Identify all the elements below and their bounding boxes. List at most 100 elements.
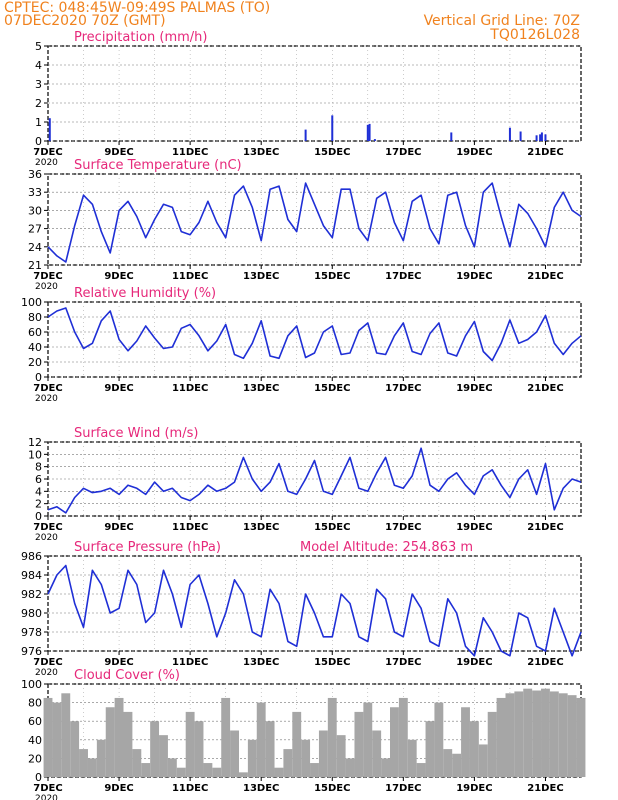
precipitation-bar bbox=[539, 134, 542, 141]
cloud-cover-bar bbox=[185, 711, 195, 777]
humidity-ytick-label: 20 bbox=[28, 356, 42, 369]
precipitation-frame bbox=[47, 45, 582, 142]
temperature-xtick-label: 15DEC bbox=[314, 271, 350, 282]
header-code: TQ0126L028 bbox=[490, 27, 580, 43]
pressure-frame bbox=[47, 555, 582, 652]
cloud-cover-bar bbox=[52, 702, 62, 777]
cloud-cover-bar bbox=[514, 691, 524, 777]
cloud-cover-xtick-label: 17DEC bbox=[385, 783, 421, 794]
precipitation-ytick-label: 3 bbox=[35, 78, 42, 91]
pressure-xtick-label: 13DEC bbox=[243, 657, 279, 668]
cloud-cover-xtick-label: 11DEC bbox=[172, 783, 208, 794]
cloud-cover-year-label: 2020 bbox=[35, 794, 58, 800]
pressure-ytick-label: 980 bbox=[21, 607, 42, 620]
temperature-xtick-label: 17DEC bbox=[385, 271, 421, 282]
precipitation-bar bbox=[519, 131, 522, 141]
cloud-cover-bar bbox=[354, 711, 364, 777]
precipitation-bar bbox=[48, 118, 51, 141]
pressure-xtick-label: 17DEC bbox=[385, 657, 421, 668]
wind-ytick-label: 6 bbox=[35, 473, 42, 486]
wind-xtick-label: 7DEC bbox=[33, 522, 62, 533]
humidity-xtick-label: 21DEC bbox=[527, 383, 563, 394]
cloud-cover-bar bbox=[247, 739, 257, 777]
precipitation-ytick-label: 0 bbox=[35, 135, 42, 148]
cloud-cover-bar bbox=[256, 702, 266, 777]
temperature-ytick-label: 33 bbox=[28, 186, 42, 199]
header-station: CPTEC: 048:45W-09:49S PALMAS (TO) bbox=[4, 0, 271, 16]
cloud-cover-bar bbox=[238, 772, 248, 777]
cloud-cover-bar bbox=[567, 695, 577, 777]
cloud-cover-bar bbox=[434, 702, 444, 777]
humidity-frame bbox=[47, 301, 582, 378]
cloud-cover-bar bbox=[79, 749, 88, 777]
wind-xtick-label: 11DEC bbox=[172, 522, 208, 533]
precipitation-xtick-label: 7DEC bbox=[33, 147, 62, 158]
cloud-cover-bar bbox=[43, 697, 53, 777]
cloud-cover-bar bbox=[496, 697, 506, 777]
cloud-cover-ytick-label: 80 bbox=[28, 697, 42, 710]
cloud-cover-bar bbox=[141, 763, 151, 777]
cloud-cover-bar bbox=[478, 744, 488, 777]
cloud-cover-bar bbox=[292, 711, 302, 777]
humidity-ytick-label: 60 bbox=[28, 326, 42, 339]
precipitation-year-label: 2020 bbox=[35, 158, 58, 168]
cloud-cover-bar bbox=[336, 735, 346, 777]
precipitation-xtick-label: 15DEC bbox=[314, 147, 350, 158]
cloud-cover-bar bbox=[283, 749, 293, 777]
cloud-cover-bar bbox=[425, 721, 435, 777]
pressure-xtick-label: 15DEC bbox=[314, 657, 350, 668]
humidity-xtick-label: 9DEC bbox=[104, 383, 133, 394]
cloud-cover-bar bbox=[398, 697, 408, 777]
cloud-cover-bar bbox=[443, 749, 453, 777]
precipitation-xtick-label: 9DEC bbox=[104, 147, 133, 158]
temperature-xtick-label: 21DEC bbox=[527, 271, 563, 282]
precipitation-bar bbox=[368, 123, 371, 141]
cloud-cover-bar bbox=[230, 730, 239, 777]
wind-title: Surface Wind (m/s) bbox=[74, 426, 198, 441]
humidity-xtick-label: 17DEC bbox=[385, 383, 421, 394]
cloud-cover-ytick-label: 60 bbox=[28, 715, 42, 728]
cloud-cover-bar bbox=[452, 753, 462, 777]
pressure-xtick-label: 7DEC bbox=[33, 657, 62, 668]
precipitation-bar bbox=[304, 129, 307, 141]
precipitation-bar bbox=[508, 127, 511, 141]
cloud-cover-bar bbox=[61, 693, 71, 777]
cloud-cover-bar bbox=[469, 721, 479, 777]
cloud-cover-bar bbox=[416, 763, 426, 777]
temperature-series-line bbox=[47, 182, 582, 263]
cloud-cover-bar bbox=[318, 730, 328, 777]
cloud-cover-bar bbox=[301, 739, 311, 777]
cloud-cover-bar bbox=[87, 758, 97, 777]
cloud-cover-bar bbox=[105, 707, 115, 777]
wind-xtick-label: 9DEC bbox=[104, 522, 133, 533]
cloud-cover-bar bbox=[114, 697, 124, 777]
cloud-cover-xtick-label: 15DEC bbox=[314, 783, 350, 794]
precipitation-ytick-label: 5 bbox=[35, 40, 42, 53]
temperature-ytick-label: 27 bbox=[28, 223, 42, 236]
humidity-ytick-label: 80 bbox=[28, 311, 42, 324]
wind-ytick-label: 8 bbox=[35, 461, 42, 474]
precipitation-xtick-label: 17DEC bbox=[385, 147, 421, 158]
cloud-cover-bar bbox=[70, 721, 80, 777]
humidity-year-label: 2020 bbox=[35, 394, 58, 404]
cloud-cover-bar bbox=[310, 763, 319, 777]
cloud-cover-bar bbox=[541, 688, 550, 777]
temperature-ytick-label: 30 bbox=[28, 204, 42, 217]
cloud-cover-bar bbox=[96, 739, 106, 777]
cloud-cover-bar bbox=[487, 711, 497, 777]
cloud-cover-bar bbox=[372, 730, 382, 777]
temperature-xtick-label: 13DEC bbox=[243, 271, 279, 282]
cloud-cover-bar bbox=[176, 767, 186, 777]
cloud-cover-bar bbox=[123, 711, 133, 777]
cloud-cover-bar bbox=[363, 702, 373, 777]
humidity-title: Relative Humidity (%) bbox=[74, 286, 216, 301]
cloud-cover-bar bbox=[390, 707, 399, 777]
humidity-xtick-label: 7DEC bbox=[33, 383, 62, 394]
pressure-year-label: 2020 bbox=[35, 668, 58, 678]
cloud-cover-bar bbox=[274, 767, 284, 777]
wind-ytick-label: 0 bbox=[35, 510, 42, 523]
precipitation-bar bbox=[366, 124, 369, 141]
humidity-xtick-label: 19DEC bbox=[456, 383, 492, 394]
precipitation-xtick-label: 21DEC bbox=[527, 147, 563, 158]
cloud-cover-bar bbox=[381, 758, 391, 777]
